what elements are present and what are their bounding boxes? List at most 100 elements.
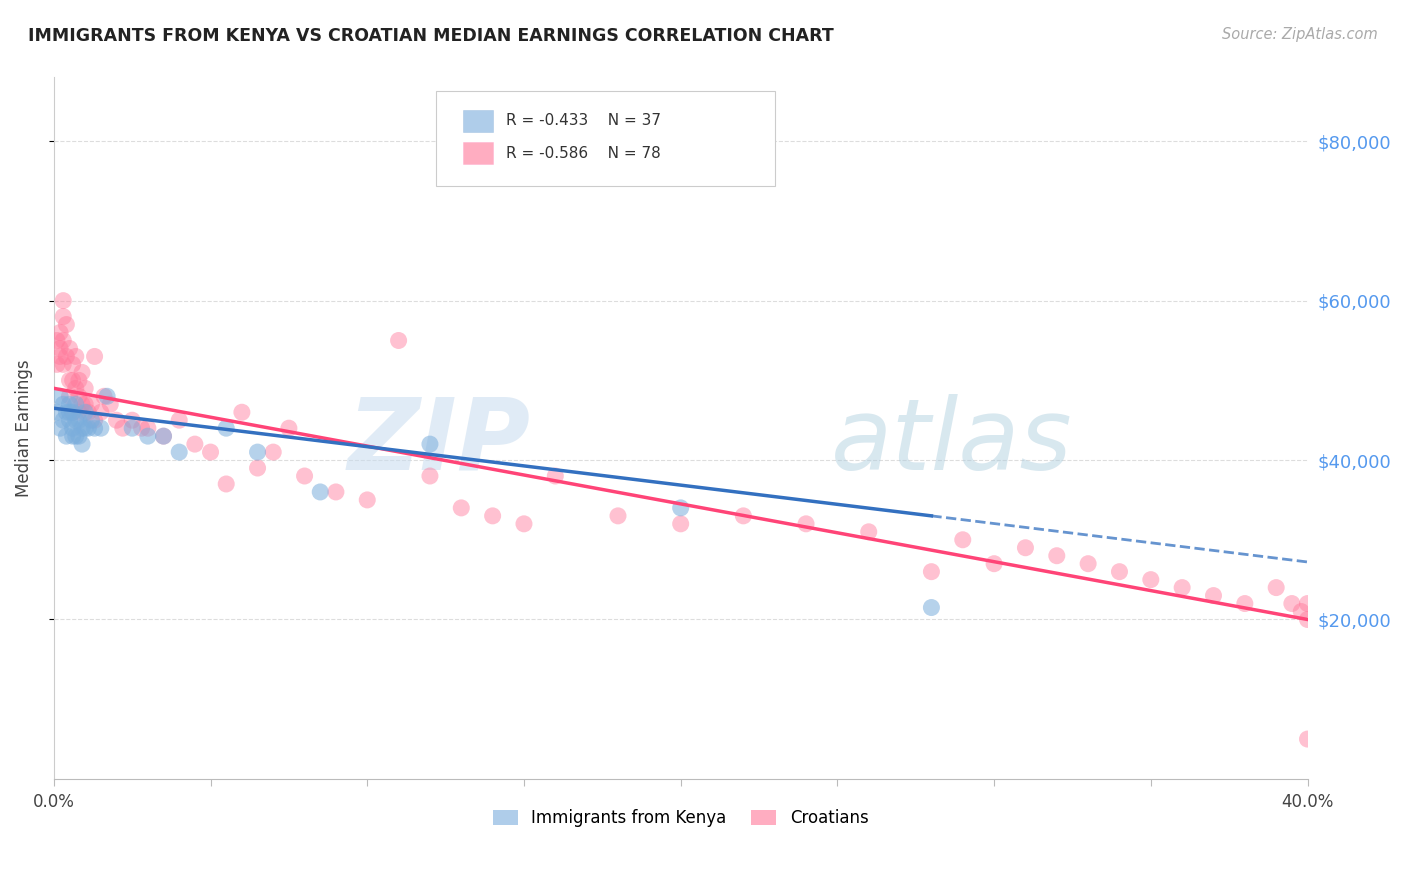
Text: IMMIGRANTS FROM KENYA VS CROATIAN MEDIAN EARNINGS CORRELATION CHART: IMMIGRANTS FROM KENYA VS CROATIAN MEDIAN… <box>28 27 834 45</box>
Point <box>200 445 222 459</box>
FancyBboxPatch shape <box>463 110 492 132</box>
Point <box>90 405 112 419</box>
Point <box>93 389 115 403</box>
Point <box>1281 597 1303 611</box>
Point <box>65 413 87 427</box>
Point <box>419 437 441 451</box>
Point <box>544 469 567 483</box>
Point <box>277 421 299 435</box>
Point <box>70 437 93 451</box>
Point <box>152 429 174 443</box>
Point <box>136 421 159 435</box>
Point <box>1296 612 1319 626</box>
Point <box>1291 605 1313 619</box>
Point <box>75 405 97 419</box>
Point <box>419 469 441 483</box>
Point <box>105 413 128 427</box>
Text: R = -0.433    N = 37: R = -0.433 N = 37 <box>506 113 661 128</box>
Point <box>858 524 880 539</box>
Y-axis label: Median Earnings: Median Earnings <box>15 359 32 497</box>
Point <box>46 358 69 372</box>
Point <box>121 413 143 427</box>
Point <box>83 350 105 364</box>
Point <box>920 565 942 579</box>
Point <box>49 389 72 403</box>
Point <box>167 413 190 427</box>
Point <box>794 516 817 531</box>
Point <box>58 342 80 356</box>
Point <box>62 421 84 435</box>
Point <box>98 397 121 411</box>
Point <box>75 381 97 395</box>
Point <box>184 437 207 451</box>
Point <box>62 429 84 443</box>
Point <box>65 397 87 411</box>
Point <box>83 421 105 435</box>
Point <box>49 326 72 340</box>
Point <box>1108 565 1130 579</box>
Point <box>83 413 105 427</box>
Point <box>65 381 87 395</box>
Point <box>1014 541 1036 555</box>
Point <box>1265 581 1288 595</box>
Point <box>52 293 75 308</box>
Point <box>1140 573 1163 587</box>
Point <box>65 429 87 443</box>
Point <box>96 389 118 403</box>
Point <box>152 429 174 443</box>
FancyBboxPatch shape <box>463 142 492 164</box>
Point <box>55 405 77 419</box>
Point <box>62 373 84 387</box>
Point <box>58 405 80 419</box>
Point <box>131 421 153 435</box>
Point <box>90 421 112 435</box>
Point <box>387 334 409 348</box>
Legend: Immigrants from Kenya, Croatians: Immigrants from Kenya, Croatians <box>486 803 875 834</box>
Point <box>70 421 93 435</box>
Point <box>67 389 90 403</box>
Point <box>65 350 87 364</box>
Point <box>46 334 69 348</box>
Point <box>67 405 90 419</box>
Point <box>356 492 378 507</box>
Point <box>325 485 347 500</box>
Point <box>513 516 536 531</box>
Point <box>80 413 103 427</box>
Point <box>1296 732 1319 747</box>
FancyBboxPatch shape <box>436 92 775 186</box>
Point <box>67 413 90 427</box>
Point <box>231 405 253 419</box>
Text: ZIP: ZIP <box>347 393 530 491</box>
Point <box>49 342 72 356</box>
Point <box>52 310 75 324</box>
Point <box>52 358 75 372</box>
Point <box>1171 581 1194 595</box>
Point <box>80 397 103 411</box>
Text: Source: ZipAtlas.com: Source: ZipAtlas.com <box>1222 27 1378 42</box>
Point <box>450 500 472 515</box>
Point <box>70 397 93 411</box>
Point <box>215 477 238 491</box>
Point <box>262 445 284 459</box>
Point <box>1296 597 1319 611</box>
Point <box>111 421 134 435</box>
Point <box>67 429 90 443</box>
Point <box>167 445 190 459</box>
Point <box>70 365 93 379</box>
Text: R = -0.586    N = 78: R = -0.586 N = 78 <box>506 145 661 161</box>
Point <box>62 405 84 419</box>
Point <box>294 469 316 483</box>
Point <box>481 508 503 523</box>
Point <box>55 318 77 332</box>
Point <box>52 397 75 411</box>
Point <box>58 373 80 387</box>
Point <box>1233 597 1256 611</box>
Point <box>52 334 75 348</box>
Point <box>920 600 942 615</box>
Point <box>669 516 692 531</box>
Text: atlas: atlas <box>831 393 1073 491</box>
Point <box>75 397 97 411</box>
Point <box>607 508 630 523</box>
Point <box>1202 589 1225 603</box>
Point <box>55 350 77 364</box>
